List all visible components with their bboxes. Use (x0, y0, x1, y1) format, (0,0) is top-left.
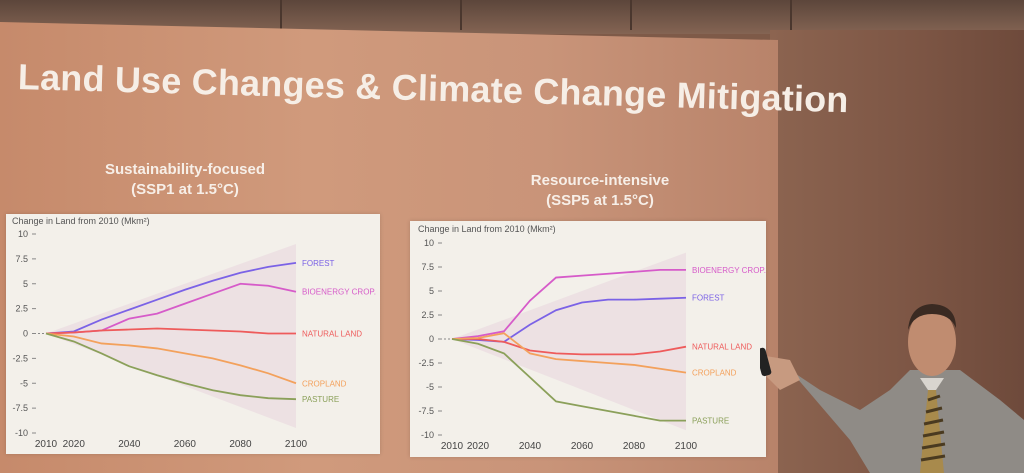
y-tick-label: -2.5 (418, 358, 434, 368)
x-tick-label: 2060 (571, 441, 594, 452)
series-label: BIOENERGY CROP. (302, 288, 376, 297)
y-tick-label: 2.5 (15, 304, 28, 314)
y-tick-label: -5 (20, 378, 28, 388)
x-tick-label: 2040 (118, 439, 141, 450)
series-line-cropland (45, 332, 297, 385)
y-tick-label: 2.5 (421, 310, 434, 320)
chart-sustainability: Change in Land from 2010 (Mkm²) 10 7.5 5 2.… (6, 214, 380, 454)
x-tick-label: 2060 (174, 439, 197, 450)
y-tick-label: 5 (429, 286, 434, 296)
chart-1-ylabel: Change in Land from 2010 (Mkm²) (12, 216, 150, 226)
chart-2-svg: 10 7.5 5 2.5 0 -2.5 -5 -7.5 -10 2010 2020 2040 2060 2… (418, 238, 766, 452)
series-label: NATURAL LAND (302, 330, 362, 339)
y-tick-label: -7.5 (418, 406, 434, 416)
x-tick-label: 2100 (675, 441, 698, 452)
panel-2-subtitle-line2: (SSP5 at 1.5°C) (546, 192, 654, 209)
y-tick-label: 0 (429, 334, 434, 344)
series-line-pasture (45, 332, 297, 401)
y-tick-label: -2.5 (12, 353, 28, 363)
series-line-forest (45, 261, 297, 335)
series-line-natural-land (452, 338, 687, 356)
presenter-hair (908, 304, 956, 330)
presenter-collar (920, 378, 944, 390)
panel-1-subtitle-line2: (SSP1 at 1.5°C) (131, 181, 239, 198)
y-tick-label: 10 (18, 229, 28, 239)
x-tick-label: 2040 (519, 441, 542, 452)
series-label: CROPLAND (302, 379, 347, 388)
series-label: PASTURE (302, 395, 339, 404)
x-tick-label: 2010 (441, 441, 464, 452)
y-tick-label: 0 (23, 329, 28, 339)
series-label: BIOENERGY CROP. (692, 266, 766, 275)
panel-1-subtitle: Sustainability-focused (SSP1 at 1.5°C) (90, 160, 280, 200)
uncertainty-band (452, 252, 686, 431)
x-tick-label: 2020 (63, 439, 86, 450)
ceiling-tile (470, 0, 632, 30)
y-tick-label: 10 (424, 238, 434, 248)
y-tick-label: -10 (421, 430, 434, 440)
series-line-cropland (451, 332, 687, 374)
tie-stripes (920, 394, 946, 462)
presenter (760, 304, 1024, 473)
series-label: FOREST (302, 259, 335, 268)
x-tick-label: 2020 (467, 441, 490, 452)
presenter-shirt (790, 370, 1024, 473)
series-line-bioenergy-crop (451, 268, 686, 340)
x-tick-label: 2010 (35, 439, 58, 450)
x-tick-label: 2080 (623, 441, 646, 452)
clicker-icon (760, 347, 772, 377)
ceiling-tile (640, 0, 792, 30)
series-label: CROPLAND (692, 369, 737, 378)
y-tick-label: -5 (426, 382, 434, 392)
y-tick-label: -7.5 (12, 403, 28, 413)
presenter-head (908, 308, 956, 376)
x-tick-label: 2100 (285, 439, 308, 450)
series-label: PASTURE (692, 417, 729, 426)
y-tick-label: 5 (23, 279, 28, 289)
ceiling-tile (290, 0, 462, 30)
panel-1-subtitle-line1: Sustainability-focused (104, 161, 266, 178)
ceiling-tile (800, 0, 1024, 30)
y-tick-label: -10 (15, 428, 28, 438)
series-label: FOREST (692, 294, 725, 303)
chart-resource-intensive: Change in Land from 2010 (Mkm²) 10 7.5 5 2.… (410, 221, 766, 457)
presenter-hand (760, 355, 800, 390)
panel-2-subtitle: Resource-intensive (SSP5 at 1.5°C) (505, 171, 695, 211)
series-line-pasture (451, 338, 686, 422)
ceiling-tile (120, 0, 282, 30)
series-label: NATURAL LAND (692, 343, 752, 352)
x-tick-label: 2080 (229, 439, 252, 450)
series-line-natural-land (45, 327, 296, 335)
panel-2-subtitle-line1: Resource-intensive (530, 172, 670, 189)
y-tick-label: 7.5 (15, 254, 28, 264)
uncertainty-band (46, 243, 296, 429)
y-tick-label: 7.5 (421, 262, 434, 272)
chart-1-svg: 10 7.5 5 2.5 0 -2.5 -5 -7.5 -10 2010 2020 2040 2060 2… (12, 229, 376, 450)
chart-2-ylabel: Change in Land from 2010 (Mkm²) (418, 224, 556, 234)
